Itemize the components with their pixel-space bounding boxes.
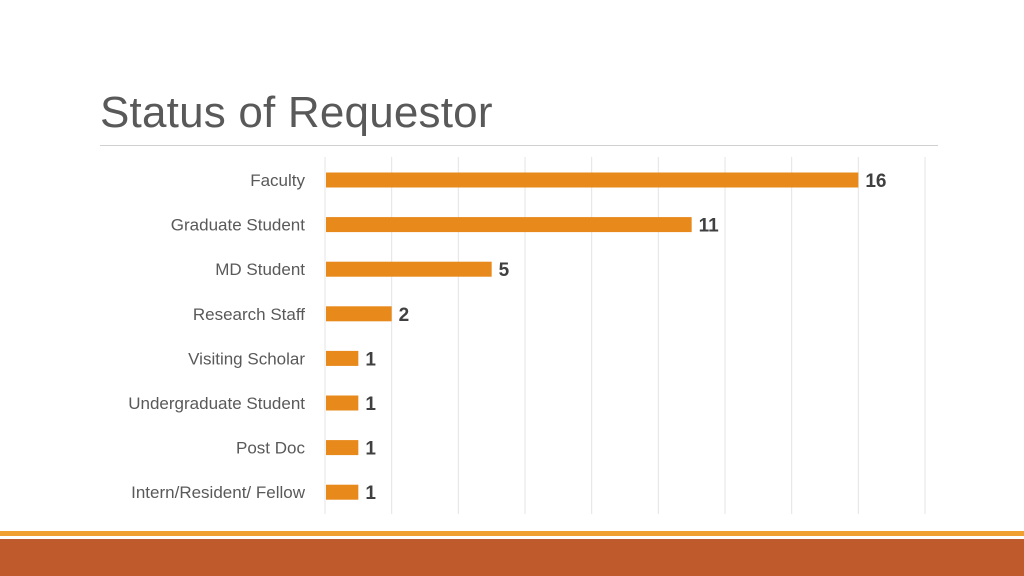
bar	[326, 306, 392, 322]
category-label: Research Staff	[193, 305, 305, 324]
category-label: Intern/Resident/ Fellow	[131, 483, 306, 502]
category-label: MD Student	[215, 260, 305, 279]
data-label: 1	[365, 439, 376, 460]
category-label: Visiting Scholar	[188, 349, 305, 368]
data-label: 1	[365, 349, 376, 370]
bar	[326, 261, 492, 277]
footer-accent-line	[0, 531, 1024, 536]
gridlines	[324, 157, 926, 514]
data-label: 11	[699, 216, 720, 237]
footer-band	[0, 539, 1024, 576]
bar	[326, 440, 359, 456]
bar	[326, 484, 359, 500]
bar	[326, 350, 359, 366]
bar	[326, 395, 359, 411]
category-label: Faculty	[250, 171, 305, 190]
category-label: Graduate Student	[171, 216, 305, 235]
title-divider	[100, 145, 938, 146]
bar	[326, 172, 859, 188]
data-label: 1	[365, 394, 376, 415]
category-label: Undergraduate Student	[128, 394, 305, 413]
bar	[326, 217, 692, 233]
category-label: Post Doc	[236, 439, 305, 458]
bars	[326, 172, 859, 500]
slide-title: Status of Requestor	[100, 88, 493, 137]
data-label: 5	[499, 260, 510, 281]
data-label: 16	[865, 171, 886, 192]
data-label: 2	[399, 305, 410, 326]
data-label: 1	[365, 483, 376, 504]
